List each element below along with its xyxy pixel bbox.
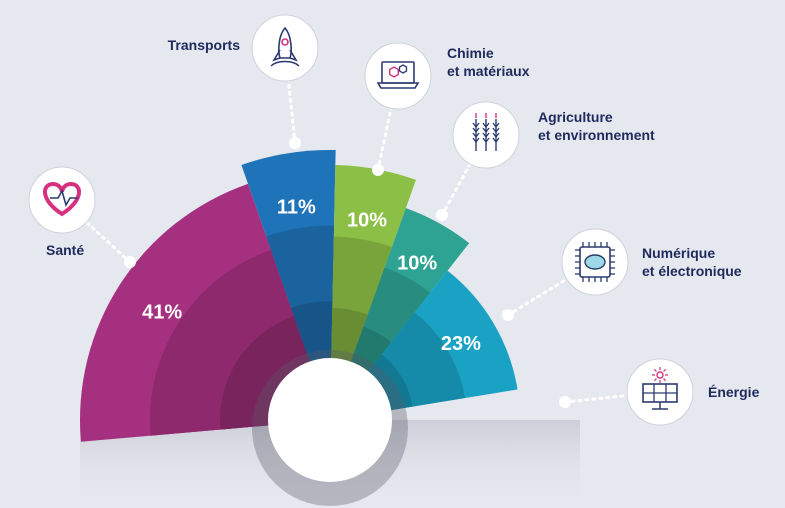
percent-labels: 41% 11% 10% 10% 23% 5% [142,197,481,429]
percent-label-energie: 5% [343,412,365,429]
heart-pulse-icon [28,166,96,234]
percent-label-numerique: 23% [441,333,481,355]
leader-dot-numerique [502,309,514,321]
percent-label-transports: 11% [277,197,316,219]
percent-label-chimie: 10% [347,209,387,231]
category-labels: Santé Transports Chimie et matériaux Agricul… [46,37,760,400]
percent-label-sante: 41% [142,301,182,323]
category-label-numerique-line1: Numérique [642,245,715,261]
percent-label-agriculture: 10% [397,252,437,274]
leader-dot-transports [289,137,301,149]
leader-dot-energie [559,396,571,408]
solar-panel-icon [626,358,694,426]
microchip-icon [561,228,629,296]
category-label-sante: Santé [46,242,84,258]
category-label-agriculture-line1: Agriculture [538,109,613,125]
center-hub [252,350,408,506]
category-label-numerique-line2: et électronique [642,263,742,279]
rocket-icon [251,14,319,82]
leader-dot-sante [124,256,136,268]
category-label-agriculture-line2: et environnement [538,127,655,143]
laptop-molecule-icon [364,42,432,110]
category-label-transports: Transports [168,37,241,53]
wheat-icon [452,101,520,169]
hub-circle [268,358,392,482]
icon-bubbles [28,14,694,426]
leader-dot-agriculture [436,209,448,221]
category-label-chimie-line1: Chimie [447,45,494,61]
category-label-chimie-line2: et matériaux [447,63,530,79]
leader-dot-chimie [372,164,384,176]
category-label-energie: Énergie [708,384,760,400]
